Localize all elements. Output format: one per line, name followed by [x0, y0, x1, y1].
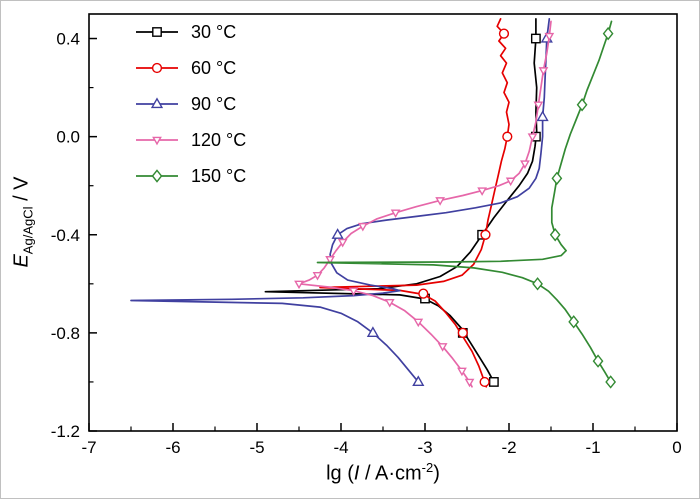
triangle-up-marker-icon: [536, 110, 549, 122]
plot-frame: [88, 13, 678, 432]
triangle-down-marker-icon: [533, 101, 544, 111]
legend-sample-triangle-down-icon: [136, 136, 178, 146]
y-tick-label: -1.2: [51, 422, 80, 441]
x-tick-label: -2: [501, 438, 516, 457]
diamond-marker-icon: [576, 98, 588, 112]
legend-label-90c: 90 °C: [191, 93, 237, 114]
x-tick-label: -7: [81, 438, 96, 457]
diamond-marker-icon: [532, 277, 543, 291]
diamond-marker-icon: [568, 315, 580, 329]
triangle-down-marker-icon: [413, 318, 424, 328]
triangle-down-marker-icon: [435, 197, 445, 206]
circle-marker-icon: [479, 376, 490, 388]
diamond-marker-icon: [592, 354, 604, 368]
triangle-down-marker-icon: [390, 209, 401, 219]
triangle-down-marker-icon: [527, 133, 538, 142]
y-title-subscript: Ag/AgCl: [20, 206, 36, 255]
legend-entry-120c: 120 °C: [133, 122, 246, 158]
circle-marker-icon: [418, 288, 429, 299]
triangle-down-marker-icon: [520, 160, 530, 169]
square-marker-icon: [488, 377, 499, 387]
x-tick-label: -6: [165, 438, 180, 457]
diamond-marker-icon: [602, 26, 614, 41]
diamond-marker-icon: [551, 171, 563, 186]
triangle-down-marker-icon: [437, 343, 448, 352]
triangle-down-marker-icon: [464, 378, 475, 388]
series-line-1: [319, 18, 510, 388]
legend-sample-triangle-up-icon: [136, 97, 178, 109]
x-tick-label: -5: [249, 438, 264, 457]
x-tick-label: 0: [672, 438, 681, 457]
x-title-prefix: lg (: [326, 462, 354, 485]
diamond-marker-icon: [151, 169, 163, 183]
diamond-marker-icon: [605, 375, 617, 389]
x-tick-label: -3: [417, 438, 432, 457]
legend-entry-60c: 60 °C: [133, 50, 246, 86]
legend-label-150c: 150 °C: [191, 165, 247, 186]
triangle-up-marker-icon: [331, 228, 344, 239]
circle-marker-icon: [498, 28, 510, 39]
triangle-up-marker-icon: [366, 326, 380, 337]
triangle-down-marker-icon: [348, 287, 359, 297]
series-line-0: [264, 18, 538, 383]
series-line-2: [130, 18, 551, 383]
legend-entry-30c: 30 °C: [133, 14, 246, 50]
triangle-down-marker-icon: [325, 256, 335, 265]
square-marker-icon: [152, 27, 162, 37]
x-title-suffix: ): [433, 462, 440, 485]
legend-label-60c: 60 °C: [191, 57, 237, 78]
x-title-variable: I: [353, 462, 360, 485]
triangle-down-marker-icon: [538, 67, 549, 76]
y-tick-label: -0.4: [51, 226, 80, 245]
x-title-exponent: -2: [421, 460, 434, 475]
x-tick-label: -1: [585, 438, 600, 457]
diamond-marker-icon: [549, 228, 561, 242]
circle-marker-icon: [457, 327, 468, 338]
y-tick-label: -0.8: [51, 324, 80, 343]
y-title-variable: E: [10, 254, 33, 268]
x-tick-label: -4: [333, 438, 348, 457]
legend-sample-square-icon: [136, 27, 178, 37]
x-axis-title: lg (I / A·cm-2): [89, 460, 677, 486]
triangle-down-marker-icon: [357, 222, 368, 232]
legend: 30 °C 60 °C 90 °C 120 °C 150 °C: [133, 14, 246, 194]
legend-entry-150c: 150 °C: [133, 158, 246, 194]
triangle-down-marker-icon: [312, 271, 323, 281]
x-title-mid: / A·cm: [359, 462, 422, 485]
triangle-up-marker-icon: [150, 97, 164, 109]
triangle-down-marker-icon: [384, 298, 395, 308]
y-axis-title: EAg/AgCl / V: [11, 176, 36, 267]
legend-entry-90c: 90 °C: [133, 86, 246, 122]
triangle-down-marker-icon: [477, 187, 487, 196]
legend-label-30c: 30 °C: [191, 21, 237, 42]
y-tick-label: 0.0: [56, 128, 80, 147]
triangle-down-marker-icon: [152, 136, 162, 146]
triangle-down-marker-icon: [457, 367, 467, 377]
circle-marker-icon: [480, 229, 491, 240]
triangle-down-marker-icon: [505, 177, 516, 187]
legend-label-120c: 120 °C: [191, 129, 247, 150]
legend-sample-circle-icon: [136, 62, 178, 74]
square-marker-icon: [530, 33, 541, 44]
triangle-up-marker-icon: [412, 375, 425, 387]
triangle-down-marker-icon: [337, 238, 348, 248]
y-title-rest: / V: [10, 176, 33, 207]
series-line-3: [298, 20, 552, 388]
triangle-down-marker-icon: [544, 32, 555, 42]
y-tick-label: 0.4: [56, 30, 80, 49]
circle-marker-icon: [502, 131, 513, 142]
triangle-down-marker-icon: [294, 280, 304, 290]
series-line-4: [316, 20, 613, 383]
legend-sample-diamond-icon: [136, 169, 178, 183]
circle-marker-icon: [151, 62, 163, 74]
